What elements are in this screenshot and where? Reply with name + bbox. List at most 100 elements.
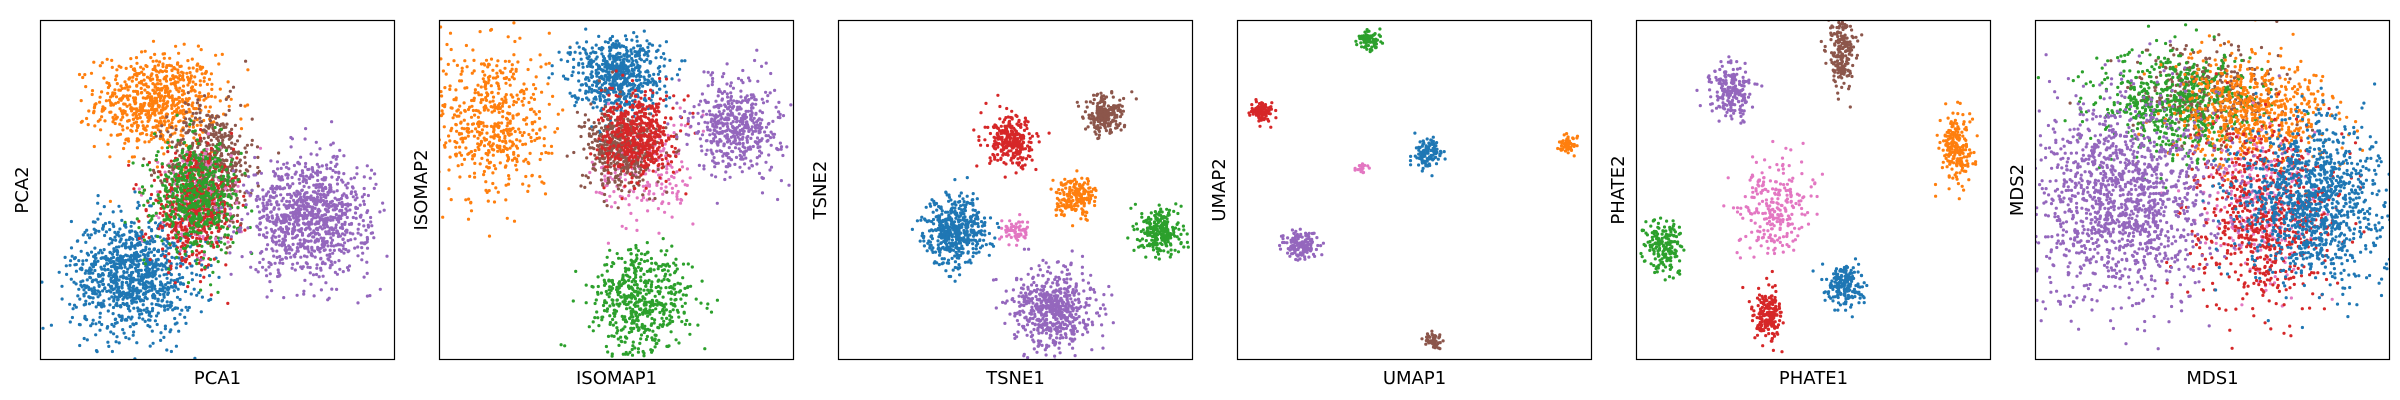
data-point [182,92,186,96]
data-point [225,212,229,216]
data-point [134,269,138,273]
data-point [153,107,157,112]
data-point [189,178,193,182]
data-point [175,190,179,194]
data-point [213,155,217,159]
data-point [289,196,293,200]
data-point [105,262,109,266]
data-point [94,333,98,337]
data-point [156,103,160,108]
data-point [217,175,221,180]
data-point [81,233,85,237]
data-point [84,317,88,321]
data-point [134,289,138,293]
data-point [242,194,246,198]
data-point [171,191,175,196]
data-point [157,216,161,220]
data-point [314,183,318,187]
data-point [547,61,551,65]
data-point [270,236,274,240]
data-point [194,210,198,214]
data-point [177,166,181,170]
data-point [331,233,335,237]
data-point [298,238,302,242]
data-point [267,260,271,265]
data-point [428,76,431,79]
data-point [429,145,432,148]
data-point [226,173,230,177]
data-point [328,166,332,171]
data-point [208,221,212,225]
data-point [215,240,219,245]
data-point [212,174,216,178]
data-point [118,240,122,244]
data-point [243,198,247,202]
data-point [112,297,116,301]
data-point [198,133,202,137]
data-point [224,97,228,101]
data-point [525,116,529,120]
data-point [82,336,86,341]
data-point [458,145,462,149]
data-point [148,258,152,262]
data-point [169,212,173,216]
data-point [287,200,292,204]
data-point [179,109,183,113]
data-point [160,146,164,150]
data-point [165,276,169,280]
data-point [186,103,190,107]
data-point [295,293,299,297]
data-point [82,288,86,292]
data-point [514,163,518,167]
data-point [326,193,330,197]
data-point [231,240,235,245]
data-point [138,240,142,244]
data-point [188,262,192,266]
data-point [192,226,196,230]
data-point [182,232,187,236]
data-point [104,230,108,234]
data-point [225,246,229,250]
data-point [316,245,320,249]
data-point [482,169,486,174]
data-point [170,255,174,259]
data-point [163,94,167,98]
data-point [154,158,158,162]
data-point [323,213,328,217]
data-point [124,66,128,70]
data-point [331,168,335,173]
data-point [199,67,203,71]
data-point [441,215,445,219]
data-point [148,239,153,243]
data-point [167,194,171,198]
data-point [178,215,182,219]
data-point [334,206,338,211]
series-7-points [199,120,389,305]
data-point [240,217,244,222]
data-point [166,150,170,154]
data-point [171,220,175,224]
data-point [494,76,498,80]
data-point [184,170,188,174]
data-point [313,190,317,194]
data-point [139,104,143,108]
data-point [254,268,258,272]
data-point [220,210,224,214]
data-point [182,178,186,182]
data-point [197,169,201,173]
data-point [215,114,219,118]
data-point [490,110,494,114]
data-point [151,237,155,241]
data-point [86,253,90,257]
data-point [117,262,121,266]
data-point [278,254,282,259]
data-point [511,114,515,118]
data-point [161,242,165,246]
data-point [547,102,551,106]
data-point [142,157,146,161]
data-point [464,146,468,150]
data-point [355,196,359,200]
data-point [294,194,299,198]
data-point [219,248,223,252]
data-point [339,217,343,221]
